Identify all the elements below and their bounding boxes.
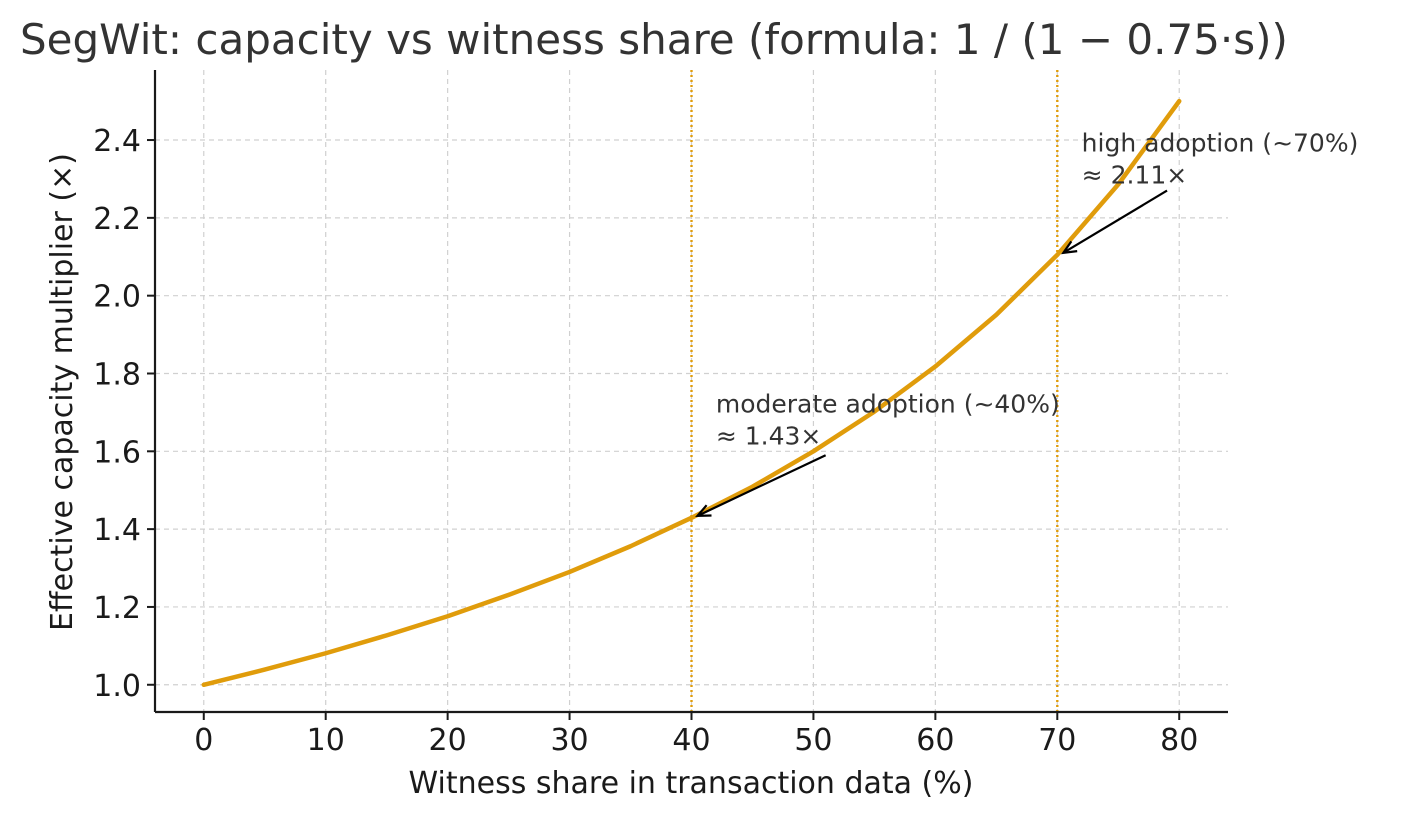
y-tick-label-7: 2.4 bbox=[93, 124, 141, 159]
y-tick-label-4: 1.8 bbox=[93, 357, 141, 392]
x-tick-label-5: 50 bbox=[794, 723, 832, 758]
annotation-arrowhead-1 bbox=[1060, 240, 1078, 255]
series bbox=[201, 98, 1182, 688]
x-tick-label-7: 70 bbox=[1038, 723, 1076, 758]
annotation-text-1-line1: high adoption (~70%) bbox=[1082, 129, 1359, 158]
chart-title: SegWit: capacity vs witness share (formu… bbox=[20, 15, 1288, 64]
x-tick-label-1: 10 bbox=[307, 723, 345, 758]
y-tick-label-3: 1.6 bbox=[93, 435, 141, 470]
annotation-text-0-line1: moderate adoption (~40%) bbox=[716, 389, 1060, 418]
annotation-arrow-0 bbox=[697, 454, 827, 517]
y-axis-label: Effective capacity multiplier (×) bbox=[45, 153, 80, 631]
annotation-text-1-line2: ≈ 2.11× bbox=[1082, 161, 1188, 190]
series-line-0 bbox=[201, 98, 1182, 688]
annotation-text-0-line2: ≈ 1.43× bbox=[716, 421, 822, 450]
x-tick-label-4: 40 bbox=[672, 723, 710, 758]
y-tick-label-1: 1.2 bbox=[93, 591, 141, 626]
x-tick-label-2: 20 bbox=[429, 723, 467, 758]
ticks: 0 10 20 30 40 50 60 70 80 1.0 1.2 1.4 1.6 1.8 2.0 2.2 2.… bbox=[93, 124, 1198, 758]
x-tick-label-8: 80 bbox=[1160, 723, 1198, 758]
reference-lines bbox=[690, 70, 1059, 712]
y-tick-label-5: 2.0 bbox=[93, 280, 141, 315]
y-tick-label-2: 1.4 bbox=[93, 513, 141, 548]
y-tick-label-6: 2.2 bbox=[93, 202, 141, 237]
annotation-arrowhead-0 bbox=[695, 504, 712, 517]
x-tick-label-6: 60 bbox=[916, 723, 954, 758]
annotation-arrow-1 bbox=[1062, 189, 1168, 254]
x-tick-label-0: 0 bbox=[194, 723, 213, 758]
x-axis-label: Witness share in transaction data (%) bbox=[409, 766, 974, 801]
y-tick-label-0: 1.0 bbox=[93, 669, 141, 704]
x-tick-label-3: 30 bbox=[550, 723, 588, 758]
annotations: moderate adoption (~40%) ≈ 1.43× high adop… bbox=[695, 129, 1359, 517]
